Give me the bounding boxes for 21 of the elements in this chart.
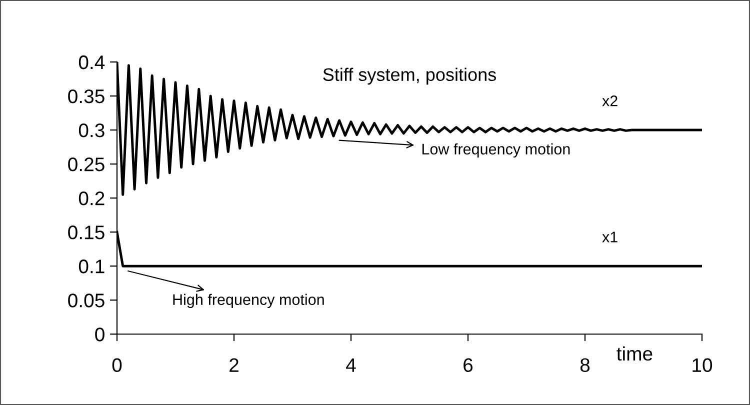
x-tick-label: 0 bbox=[112, 358, 122, 372]
y-tick-label: 0.05 bbox=[68, 294, 104, 308]
y-tick-label: 0.4 bbox=[78, 55, 105, 70]
x-tick-label: 8 bbox=[580, 358, 590, 372]
y-tick-label: 0.3 bbox=[78, 123, 104, 138]
x-tick-label: 10 bbox=[692, 358, 712, 372]
series-label: x1 bbox=[602, 232, 618, 242]
y-tick-label: 0.35 bbox=[68, 89, 104, 104]
y-tick-label: 0.1 bbox=[78, 260, 104, 274]
y-tick-label: 0.15 bbox=[68, 226, 104, 240]
y-tick-label: 0 bbox=[95, 328, 104, 342]
x-tick-label: 2 bbox=[230, 358, 238, 372]
x-tick-label: 4 bbox=[346, 358, 356, 372]
annotation: Low frequency motion bbox=[422, 143, 570, 158]
x-tick-label: 6 bbox=[464, 358, 473, 372]
x-axis-title: time bbox=[616, 346, 652, 361]
y-tick-label: 0.25 bbox=[68, 157, 104, 172]
chart-title: Stiff system, positions bbox=[323, 68, 496, 85]
annotation: High frequency motion bbox=[173, 294, 324, 308]
series-label: x2 bbox=[602, 96, 618, 106]
y-tick-label: 0.2 bbox=[78, 192, 104, 206]
